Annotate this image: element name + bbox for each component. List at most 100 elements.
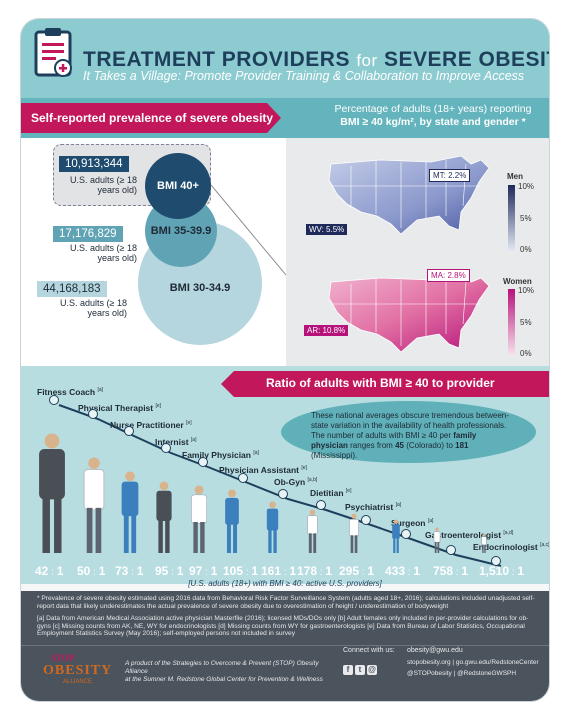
- provider-figure-icon: [265, 501, 280, 558]
- provider-name: Fitness Coach: [37, 387, 98, 397]
- provider-label: Family Physician [a]: [182, 450, 259, 460]
- connect-email[interactable]: obesity@gwu.edu: [407, 647, 463, 654]
- provider-dot: [446, 545, 456, 555]
- prevalence-heading: Self-reported prevalence of severe obesi…: [31, 111, 274, 125]
- men-legend-tick-high: 10%: [518, 182, 535, 191]
- ratio-colon: :: [202, 567, 211, 578]
- ratio-suffix: 1: [56, 564, 64, 578]
- provider-dot: [361, 515, 371, 525]
- provider-dot: [49, 395, 59, 405]
- provider-ratio: 95 : 1: [155, 564, 183, 578]
- provider-ref: [a,c]: [540, 542, 549, 549]
- map-heading-line2: BMI ≥ 40 kg/m², by state and gender *: [340, 116, 526, 128]
- bmi30-label: BMI 30-34.9: [169, 282, 231, 294]
- logo-top: STOP: [51, 653, 75, 663]
- logo-sub: ALLIANCE: [63, 679, 93, 685]
- note-high-place: (Mississippi).: [311, 451, 358, 460]
- ratio-note: [U.S. adults (18+) with BMI ≥ 40: active…: [188, 579, 382, 588]
- provider-ref: [a,b]: [307, 477, 318, 484]
- ratio-value: 105: [223, 564, 244, 578]
- men-legend-title: Men: [507, 172, 523, 181]
- provider-name: Ob-Gyn: [274, 477, 308, 487]
- provider-label: Internist [a]: [155, 437, 196, 447]
- provider-name: Psychiatrist: [345, 502, 396, 512]
- provider-ref: [a,d]: [503, 530, 514, 537]
- ratio-colon: :: [281, 567, 290, 578]
- provider-label: Endocrinologist [a,c]: [473, 542, 549, 552]
- ratio-suffix: 1: [367, 564, 375, 578]
- email-icon[interactable]: @: [367, 665, 377, 675]
- twitter-icon[interactable]: t: [355, 665, 365, 675]
- provider-name: Endocrinologist: [473, 542, 541, 552]
- women-legend-title: Women: [503, 277, 532, 286]
- ratio-suffix: 1: [325, 564, 333, 578]
- social-icons: f t @: [343, 659, 383, 675]
- ratio-value: 73: [115, 564, 129, 578]
- provider-ratio: 50 : 1: [77, 564, 105, 578]
- provider-dot: [161, 443, 171, 453]
- provider-label: Ob-Gyn [a,b]: [274, 477, 317, 487]
- provider-figure-icon: [348, 513, 360, 558]
- provider-dot: [491, 556, 501, 566]
- provider-ref: [a]: [427, 518, 434, 525]
- provider-label: Physical Therapist [e]: [78, 403, 161, 413]
- provider-figure-icon: [119, 471, 141, 558]
- ratio-value: 433: [385, 564, 406, 578]
- ratio-colon: :: [128, 567, 137, 578]
- ratio-colon: :: [48, 567, 57, 578]
- footnote-sources: [a] Data from American Medical Associati…: [37, 615, 529, 638]
- ratio-value: 50: [77, 564, 91, 578]
- product-line1: A product of the Strategies to Overcome …: [125, 660, 319, 675]
- map-heading: Percentage of adults (18+ years) reporti…: [321, 103, 545, 129]
- logo-main: OBESITY: [43, 663, 113, 678]
- note-bold: family physician: [311, 431, 477, 450]
- women-legend-tick-low: 0%: [520, 349, 532, 358]
- provider-name: Physical Therapist: [78, 403, 156, 413]
- note-bubble: [281, 401, 536, 463]
- provider-dot: [278, 489, 288, 499]
- ratio-colon: :: [405, 567, 414, 578]
- infographic: TREATMENT PROVIDERS for SEVERE OBESITY I…: [21, 19, 549, 701]
- ratio-value: 758: [433, 564, 454, 578]
- provider-ref: [e]: [155, 403, 162, 410]
- provider-ref: [e]: [345, 488, 352, 495]
- page-title: TREATMENT PROVIDERS for SEVERE OBESITY: [83, 48, 549, 72]
- provider-figure-icon: [306, 509, 319, 558]
- provider-ref: [a]: [395, 502, 402, 509]
- provider-label: Gastroenterologist [a,d]: [425, 530, 513, 540]
- ratio-colon: :: [509, 567, 518, 578]
- note-pre: These national averages obscure tremendo…: [311, 411, 509, 440]
- facebook-icon[interactable]: f: [343, 665, 353, 675]
- provider-dot: [316, 500, 326, 510]
- bmi40-count: 10,913,344: [59, 156, 129, 172]
- provider-ratio: 295 : 1: [339, 564, 374, 578]
- prevalence-banner: [21, 103, 267, 133]
- footer-product: A product of the Strategies to Overcome …: [125, 660, 325, 684]
- provider-figure-icon: [154, 481, 174, 558]
- ratio-suffix: 1: [461, 564, 469, 578]
- women-legend-tick-mid: 5%: [520, 318, 532, 327]
- bmi30-count-label: U.S. adults (≥ 18 years old): [60, 298, 127, 318]
- ratio-value: 97: [189, 564, 203, 578]
- ratio-suffix: 1: [98, 564, 106, 578]
- note-low: 45: [395, 441, 404, 450]
- provider-label: Surgeon [a]: [391, 518, 433, 528]
- provider-name: Gastroenterologist: [425, 530, 504, 540]
- note-text: These national averages obscure tremendo…: [311, 411, 511, 461]
- provider-dot: [238, 473, 248, 483]
- footer-divider: [21, 645, 549, 646]
- bmi40-bubble: BMI 40+: [145, 153, 211, 219]
- provider-ratio: 73 : 1: [115, 564, 143, 578]
- ratio-suffix: 1: [289, 564, 297, 578]
- provider-name: Family Physician: [182, 450, 254, 460]
- men-high-callout: MT: 2.2%: [429, 169, 471, 182]
- provider-label: Fitness Coach [a]: [37, 387, 103, 397]
- connect-twitter[interactable]: @STOPobesity | @RedstoneGWSPH: [407, 670, 517, 677]
- provider-dot: [124, 426, 134, 436]
- women-map: [328, 273, 490, 353]
- provider-figure-icon: [433, 527, 441, 558]
- provider-figure-icon: [81, 457, 107, 558]
- provider-ratio: 105 : 1: [223, 564, 258, 578]
- page-subtitle: It Takes a Village: Promote Provider Tra…: [83, 69, 525, 83]
- connect-web[interactable]: stopobesity.org | go.gwu.edu/RedstoneCen…: [407, 659, 539, 666]
